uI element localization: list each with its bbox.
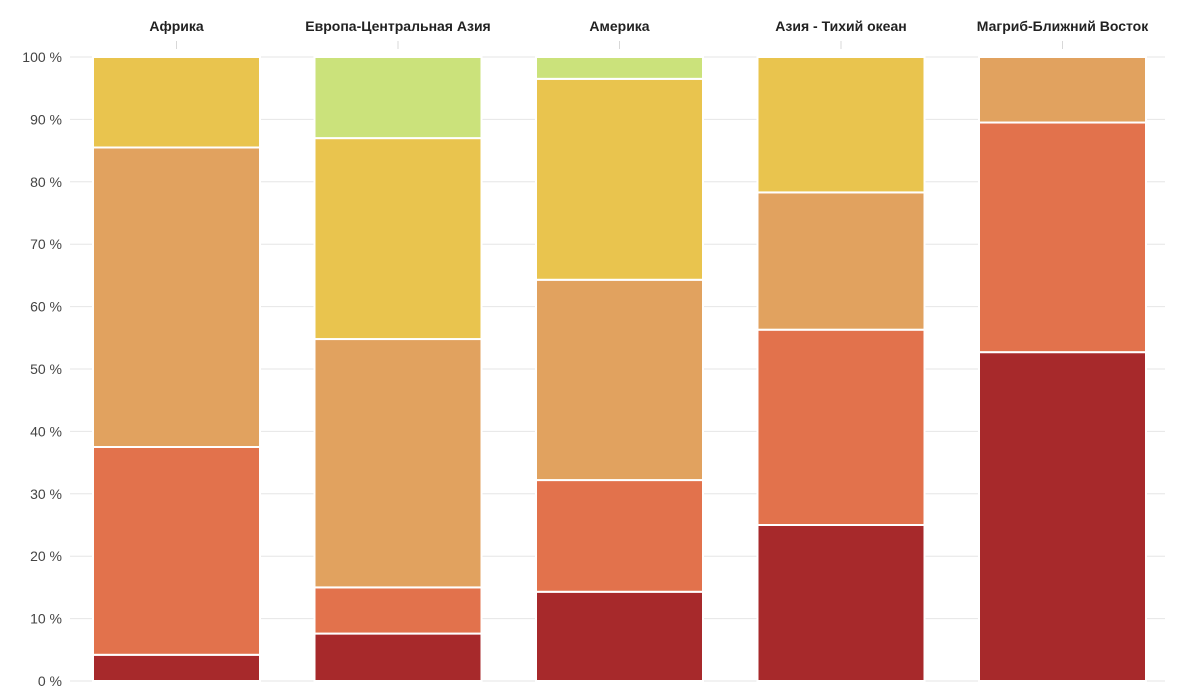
bar-segment xyxy=(978,121,1147,354)
category-label: Азия - Тихий океан xyxy=(775,18,906,34)
bar-segment xyxy=(92,146,261,448)
bars xyxy=(92,56,1147,683)
bar-segment xyxy=(535,479,704,593)
y-tick-label: 10 % xyxy=(30,611,62,627)
bar-segment xyxy=(313,56,483,140)
y-tick-label: 90 % xyxy=(30,111,62,127)
bar-segment xyxy=(92,653,261,682)
bar-segment xyxy=(92,446,261,656)
y-tick-label: 30 % xyxy=(30,486,62,502)
bar-segment xyxy=(978,56,1147,124)
bar-segment xyxy=(313,632,483,682)
bar-segment xyxy=(756,524,926,682)
bar-segment xyxy=(756,191,926,331)
category-label: Америка xyxy=(589,18,649,34)
bar-segment xyxy=(978,351,1147,682)
bar-segment xyxy=(92,56,261,149)
y-tick-label: 20 % xyxy=(30,548,62,564)
y-tick-label: 80 % xyxy=(30,174,62,190)
bar-segment xyxy=(535,56,704,80)
category-labels: Африка Европа-Центральная Азия Америка Азия… xyxy=(149,18,1149,34)
bar-segment xyxy=(756,56,926,194)
category-label: Африка xyxy=(149,18,204,34)
bar-segment xyxy=(313,586,483,635)
y-tick-label: 70 % xyxy=(30,236,62,252)
bar-segment xyxy=(756,328,926,526)
bar-segment xyxy=(535,77,704,281)
category-label: Магриб-Ближний Восток xyxy=(977,18,1149,34)
y-tick-label: 0 % xyxy=(38,673,62,686)
bar-segment xyxy=(535,590,704,683)
bar-segment xyxy=(313,338,483,589)
y-axis: 0 % 10 % 20 % 30 % 40 % 50 % 60 % 70 % 80 % 90 % 1… xyxy=(22,49,62,689)
bar-segment xyxy=(535,278,704,482)
y-tick-label: 50 % xyxy=(30,361,62,377)
bar-segment xyxy=(313,137,483,341)
y-tick-label: 100 % xyxy=(22,49,62,65)
y-tick-label: 40 % xyxy=(30,423,62,439)
category-label: Европа-Центральная Азия xyxy=(305,18,490,34)
y-tick-label: 60 % xyxy=(30,299,62,315)
